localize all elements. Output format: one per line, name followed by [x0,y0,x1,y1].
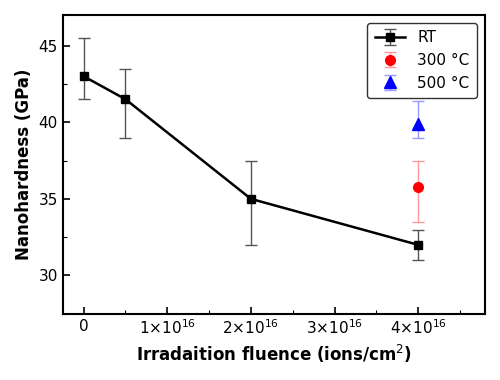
Legend: RT, 300 °C, 500 °C: RT, 300 °C, 500 °C [367,23,478,98]
Y-axis label: Nanohardness (GPa): Nanohardness (GPa) [15,69,33,260]
X-axis label: Irradaition fluence (ions/cm$^2$): Irradaition fluence (ions/cm$^2$) [136,343,412,365]
